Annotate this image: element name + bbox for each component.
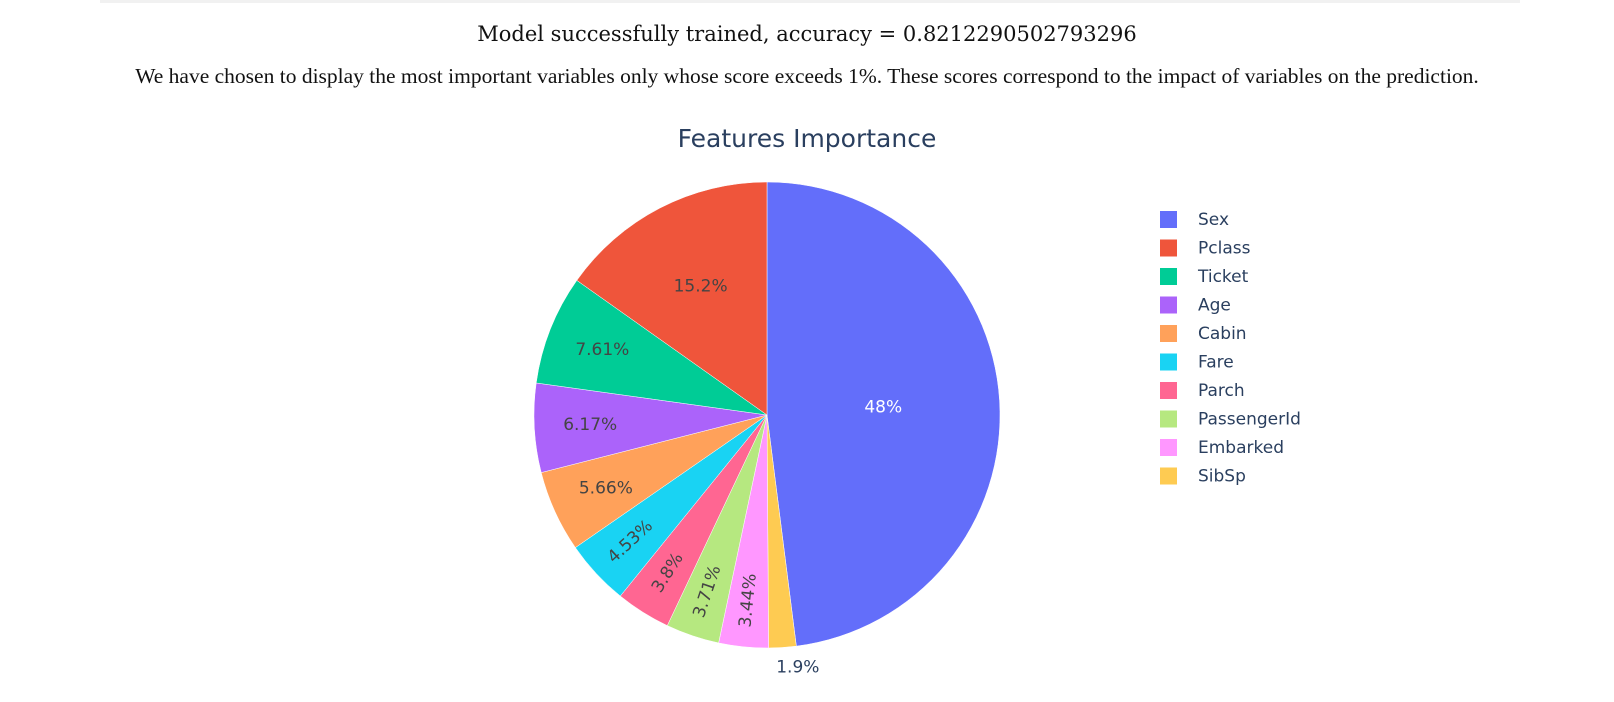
importance-note-text: We have chosen to display the most impor… xyxy=(135,64,1479,88)
legend-label-parch: Parch xyxy=(1198,381,1245,401)
chart-title: Features Importance xyxy=(678,124,937,153)
legend-swatch-parch xyxy=(1160,382,1177,399)
legend-swatch-embarked xyxy=(1160,439,1177,456)
legend-item-ticket[interactable]: Ticket xyxy=(1160,267,1249,287)
legend-item-fare[interactable]: Fare xyxy=(1160,353,1234,373)
slice-label-pclass: 15.2% xyxy=(674,277,728,297)
legend-item-passengerid[interactable]: PassengerId xyxy=(1160,410,1301,430)
legend-swatch-sex xyxy=(1160,211,1177,228)
legend-swatch-cabin xyxy=(1160,325,1177,342)
slice-label-cabin: 5.66% xyxy=(579,478,633,498)
legend-label-pclass: Pclass xyxy=(1198,239,1251,259)
legend-label-sex: Sex xyxy=(1198,210,1229,230)
slice-label-sibsp: 1.9% xyxy=(776,657,819,677)
legend-item-sex[interactable]: Sex xyxy=(1160,210,1229,230)
pie-slice-ticket[interactable] xyxy=(535,280,768,416)
legend-item-pclass[interactable]: Pclass xyxy=(1160,239,1251,259)
features-importance-chart: Features Importance 48%1.9%3.44%3.71%3.8… xyxy=(533,124,1301,677)
legend-swatch-passengerid xyxy=(1160,410,1177,428)
pie-slice-pclass[interactable] xyxy=(576,181,768,416)
legend-swatch-sibsp xyxy=(1160,467,1177,485)
legend-swatch-ticket xyxy=(1160,268,1177,285)
legend-label-fare: Fare xyxy=(1198,353,1234,373)
training-status-text: Model successfully trained, accuracy = 0… xyxy=(477,22,1137,46)
pie xyxy=(533,181,1001,649)
legend-label-age: Age xyxy=(1198,296,1231,316)
legend-item-embarked[interactable]: Embarked xyxy=(1160,438,1284,458)
legend-label-ticket: Ticket xyxy=(1197,267,1249,287)
legend-item-age[interactable]: Age xyxy=(1160,296,1231,316)
legend-swatch-fare xyxy=(1160,353,1177,371)
legend-item-cabin[interactable]: Cabin xyxy=(1160,324,1247,344)
legend: Sex Pclass Ticket Age Cabin Fare Parch Passenge… xyxy=(1160,210,1301,487)
legend-label-sibsp: SibSp xyxy=(1198,467,1246,487)
legend-item-sibsp[interactable]: SibSp xyxy=(1160,467,1246,487)
slice-label-sex: 48% xyxy=(864,398,902,418)
legend-swatch-pclass xyxy=(1160,239,1177,257)
slice-label-ticket: 7.61% xyxy=(575,340,629,360)
pie-slice-sex[interactable] xyxy=(766,181,1001,647)
legend-label-cabin: Cabin xyxy=(1198,324,1247,344)
slice-label-age: 6.17% xyxy=(563,415,617,435)
legend-item-parch[interactable]: Parch xyxy=(1160,381,1245,401)
top-divider xyxy=(100,0,1520,3)
legend-label-passengerid: PassengerId xyxy=(1198,410,1301,430)
legend-swatch-age xyxy=(1160,296,1177,314)
legend-label-embarked: Embarked xyxy=(1198,438,1284,458)
